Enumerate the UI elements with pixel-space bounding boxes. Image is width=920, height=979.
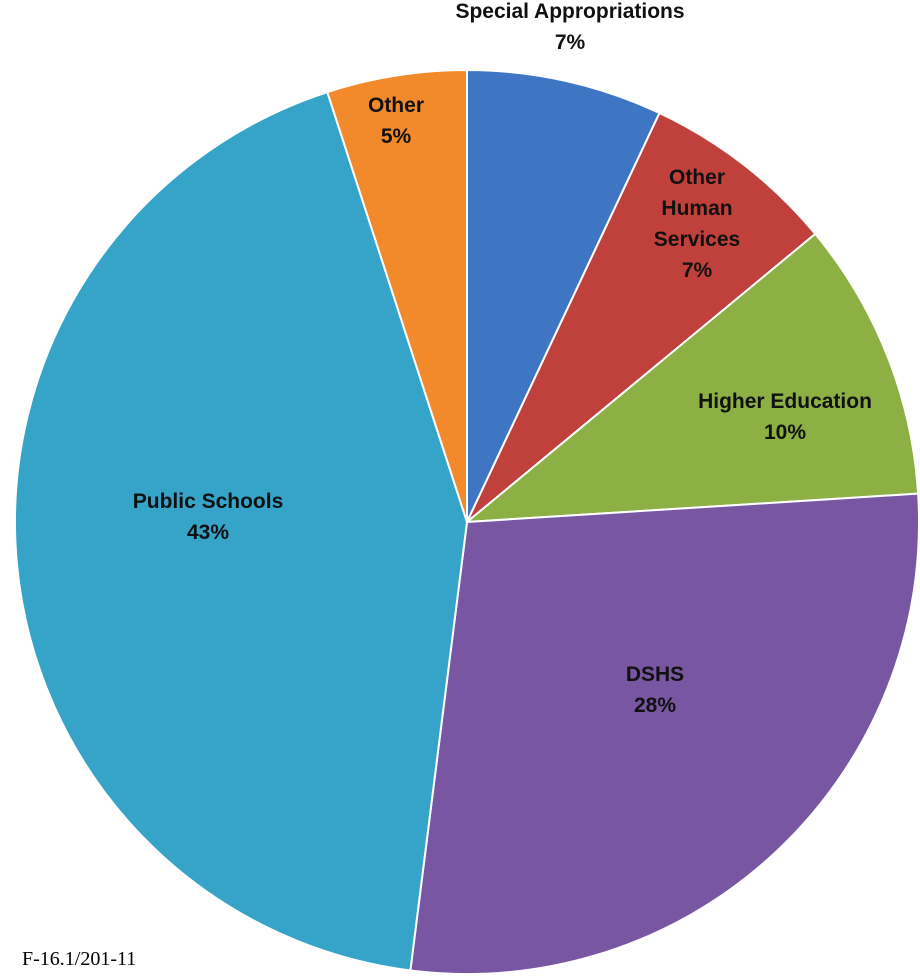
pie-slice-0: [466, 68, 661, 523]
slice-name: DSHS: [626, 663, 684, 686]
slice-name: Public Schools: [133, 490, 284, 513]
slice-name: Higher Education: [698, 390, 872, 413]
pie-slice-3: [409, 492, 920, 975]
pie-slice-4: [13, 90, 469, 972]
pie-slice-1: [466, 111, 817, 523]
slice-label-4: Public Schools 43%: [133, 490, 284, 544]
slice-name: Human: [661, 197, 732, 220]
slice-percent: 5%: [381, 125, 412, 148]
slice-label-0: Special Appropriations 7%: [455, 0, 684, 54]
slice-label-5: Other 5%: [368, 94, 424, 148]
slice-percent: 28%: [634, 694, 676, 717]
slice-percent: 43%: [187, 521, 229, 544]
slice-percent: 7%: [682, 259, 713, 282]
slice-label-3: DSHS 28%: [626, 663, 684, 717]
slice-name: Services: [654, 228, 740, 251]
pie-slice-2: [463, 232, 920, 524]
slice-name: Special Appropriations: [455, 0, 684, 23]
slice-name: Other: [669, 166, 725, 189]
pie-slices: [13, 68, 920, 975]
slice-percent: 7%: [555, 31, 586, 54]
pie-labels: Special Appropriations 7% Other Human Servic…: [133, 0, 872, 717]
pie-slice-5: [326, 68, 468, 523]
slice-percent: 10%: [764, 421, 806, 444]
footer-code: F-16.1/201-11: [22, 948, 137, 970]
slice-name: Other: [368, 94, 424, 117]
slice-label-2: Higher Education 10%: [698, 390, 872, 444]
slice-label-1: Other Human Services 7%: [654, 166, 740, 282]
